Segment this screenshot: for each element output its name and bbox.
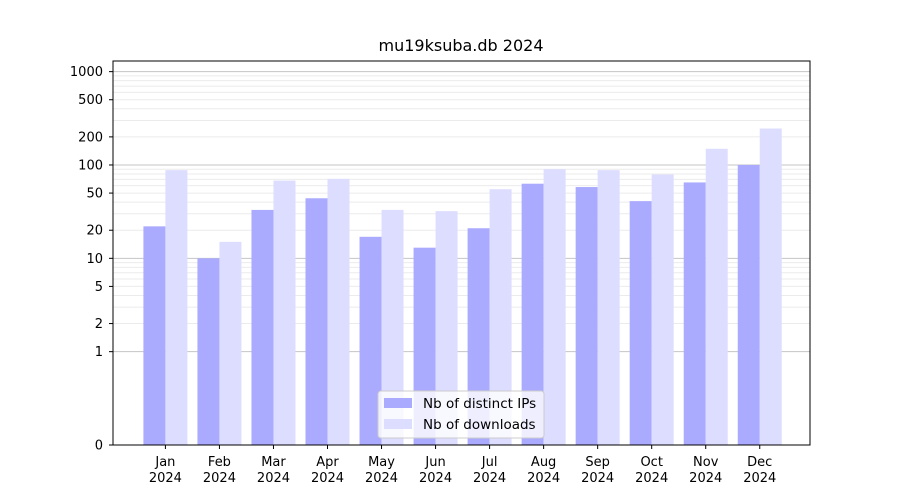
bar-downloads-apr — [327, 178, 350, 445]
x-tick-label-year: 2024 — [527, 471, 560, 486]
x-tick-label-year: 2024 — [365, 471, 398, 486]
x-tick-label-year: 2024 — [203, 471, 236, 486]
bar-distinct-ips-sep — [575, 187, 598, 445]
x-tick-label-month: Jun — [424, 455, 445, 470]
x-tick-label-year: 2024 — [419, 471, 452, 486]
x-axis: Jan2024Feb2024Mar2024Apr2024May2024Jun20… — [149, 445, 776, 486]
x-tick-label-year: 2024 — [635, 471, 668, 486]
bar-downloads-jan — [165, 170, 188, 445]
y-tick-label: 5 — [95, 280, 103, 295]
x-tick-label-year: 2024 — [473, 471, 506, 486]
y-tick-label: 500 — [78, 93, 103, 108]
legend-swatch — [384, 398, 412, 408]
bar-distinct-ips-apr — [305, 198, 328, 445]
x-tick-label-month: Dec — [747, 455, 772, 470]
bar-downloads-mar — [273, 180, 296, 445]
bar-downloads-may — [381, 209, 404, 445]
bar-downloads-oct — [651, 174, 674, 446]
legend: Nb of distinct IPs Nb of downloads — [377, 390, 545, 439]
y-tick-label: 1 — [95, 345, 103, 360]
bar-downloads-feb — [219, 241, 242, 445]
bar-distinct-ips-feb — [197, 258, 220, 445]
bar-downloads-jun — [435, 211, 458, 445]
x-tick-label-year: 2024 — [149, 471, 182, 486]
x-tick-label-month: Aug — [531, 455, 556, 470]
legend-label: Nb of distinct IPs — [423, 396, 536, 412]
x-tick-label-month: Feb — [208, 455, 231, 470]
bar-distinct-ips-aug — [521, 183, 544, 445]
legend-label: Nb of downloads — [423, 417, 536, 433]
bar-distinct-ips-nov — [683, 182, 706, 445]
x-tick-label-month: Jul — [481, 455, 498, 470]
bar-downloads-jul — [489, 189, 512, 445]
x-tick-label-year: 2024 — [743, 471, 776, 486]
plot-frame — [112, 60, 811, 446]
bar-distinct-ips-dec — [737, 164, 760, 446]
y-tick-label: 2 — [95, 317, 103, 332]
bar-downloads-sep — [597, 170, 620, 445]
x-tick-label-month: Sep — [585, 455, 610, 470]
x-tick-label-month: Jan — [154, 455, 175, 470]
y-tick-label: 20 — [86, 224, 103, 239]
bar-distinct-ips-mar — [251, 209, 274, 445]
bar-distinct-ips-oct — [629, 201, 652, 445]
y-tick-label: 100 — [78, 158, 103, 173]
bars — [143, 128, 782, 446]
bar-downloads-aug — [543, 169, 566, 446]
y-tick-label: 0 — [95, 439, 103, 454]
chart-title: mu19ksuba.db 2024 — [379, 36, 544, 55]
legend-swatch — [384, 419, 412, 429]
x-tick-label-month: May — [368, 455, 395, 470]
y-axis: 0 1 2 5 10 20 50 100 200 500 1000 — [70, 65, 113, 454]
x-tick-label-month: Apr — [316, 455, 339, 470]
bar-downloads-dec — [759, 128, 782, 445]
x-tick-label-year: 2024 — [311, 471, 344, 486]
x-tick-label-year: 2024 — [581, 471, 614, 486]
y-tick-label: 200 — [78, 130, 103, 145]
y-tick-label: 1000 — [70, 65, 103, 80]
bar-distinct-ips-may — [359, 236, 382, 445]
x-tick-label-month: Oct — [640, 455, 662, 470]
y-tick-label: 10 — [86, 252, 103, 267]
x-tick-label-year: 2024 — [689, 471, 722, 486]
bar-downloads-nov — [705, 148, 728, 446]
x-tick-label-year: 2024 — [257, 471, 290, 486]
bar-distinct-ips-jan — [143, 226, 166, 445]
legend-box — [377, 390, 545, 439]
x-tick-label-month: Mar — [261, 455, 286, 470]
x-tick-label-month: Nov — [693, 455, 719, 470]
y-tick-label: 50 — [86, 187, 103, 202]
